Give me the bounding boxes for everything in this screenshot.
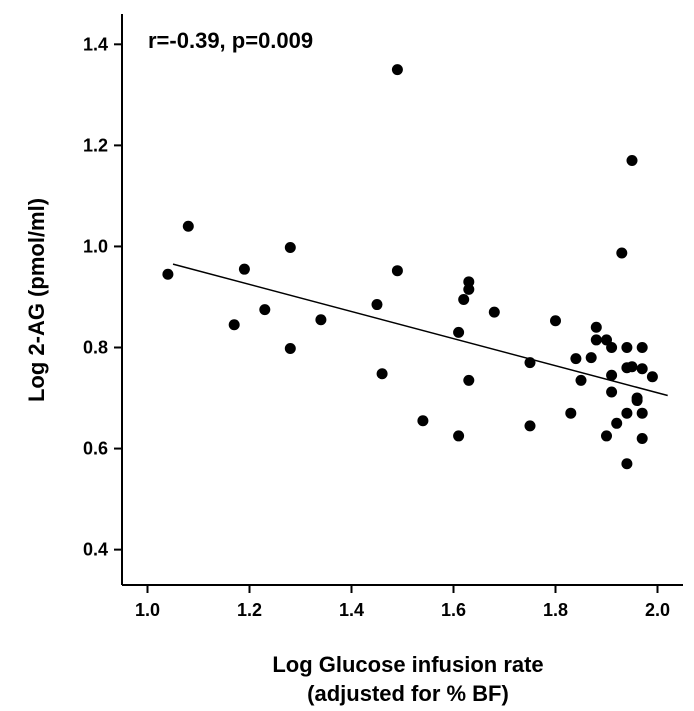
x-tick-label: 2.0 bbox=[645, 600, 670, 620]
x-axis-label-line1: Log Glucose infusion rate bbox=[272, 652, 543, 677]
trendline-group bbox=[172, 263, 668, 397]
y-tick-label: 0.4 bbox=[83, 540, 108, 560]
data-point bbox=[524, 420, 536, 432]
data-point bbox=[228, 319, 240, 331]
data-point bbox=[611, 417, 623, 429]
data-point bbox=[646, 371, 658, 383]
data-point bbox=[601, 430, 612, 442]
data-point bbox=[315, 314, 327, 326]
labels-group: r=-0.39, p=0.009 Log Glucose infusion ra… bbox=[24, 28, 544, 706]
data-point bbox=[391, 265, 403, 277]
data-point bbox=[590, 334, 602, 346]
data-point bbox=[636, 407, 648, 419]
y-axis-label: Log 2-AG (pmol/ml) bbox=[24, 198, 49, 402]
data-point bbox=[585, 352, 597, 364]
data-point bbox=[488, 306, 500, 318]
data-point bbox=[259, 304, 271, 316]
data-point bbox=[463, 374, 475, 386]
data-point bbox=[636, 342, 648, 354]
data-point bbox=[636, 363, 648, 375]
data-point bbox=[182, 220, 194, 232]
y-tick-label: 0.8 bbox=[83, 338, 108, 358]
data-point bbox=[376, 368, 388, 380]
data-point bbox=[565, 407, 577, 419]
data-point bbox=[626, 361, 638, 373]
data-point bbox=[621, 342, 633, 354]
data-point bbox=[524, 357, 536, 369]
regression-line bbox=[172, 263, 668, 397]
y-tick-label: 0.6 bbox=[83, 439, 108, 459]
data-point bbox=[284, 343, 296, 355]
data-point bbox=[606, 386, 618, 398]
data-point bbox=[463, 283, 475, 295]
axes: 0.4 0.6 0.8 1.0 1.2 1.4 1.0 1.2 1.4 1.6 1.8 2.0 bbox=[83, 14, 683, 620]
x-tick-label: 1.4 bbox=[339, 600, 364, 620]
data-point bbox=[417, 415, 429, 427]
y-tick-label: 1.2 bbox=[83, 135, 108, 155]
data-point bbox=[621, 407, 633, 419]
data-point bbox=[590, 321, 602, 333]
x-tick-label: 1.8 bbox=[543, 600, 568, 620]
correlation-annotation: r=-0.39, p=0.009 bbox=[148, 28, 313, 53]
data-point bbox=[463, 276, 475, 288]
data-point bbox=[162, 268, 174, 280]
data-point bbox=[631, 395, 643, 407]
x-axis-label-line2: (adjusted for % BF) bbox=[307, 681, 509, 706]
y-tick-label: 1.0 bbox=[83, 236, 108, 256]
data-point bbox=[575, 374, 587, 386]
data-point bbox=[616, 247, 628, 259]
data-point bbox=[550, 315, 561, 327]
data-point bbox=[458, 294, 470, 305]
data-point bbox=[606, 342, 618, 354]
data-points bbox=[162, 64, 658, 470]
y-tick-label: 1.4 bbox=[83, 34, 108, 54]
data-point bbox=[238, 263, 250, 275]
data-point bbox=[636, 432, 648, 444]
data-point bbox=[570, 353, 582, 365]
data-point bbox=[621, 458, 633, 470]
data-point bbox=[453, 430, 465, 442]
data-point bbox=[371, 299, 383, 311]
data-point bbox=[453, 326, 465, 338]
data-point bbox=[606, 369, 618, 381]
x-tick-label: 1.6 bbox=[441, 600, 466, 620]
x-tick-label: 1.0 bbox=[135, 600, 160, 620]
data-point bbox=[284, 241, 296, 253]
data-point bbox=[391, 64, 403, 76]
x-tick-label: 1.2 bbox=[237, 600, 262, 620]
data-point bbox=[626, 155, 638, 167]
